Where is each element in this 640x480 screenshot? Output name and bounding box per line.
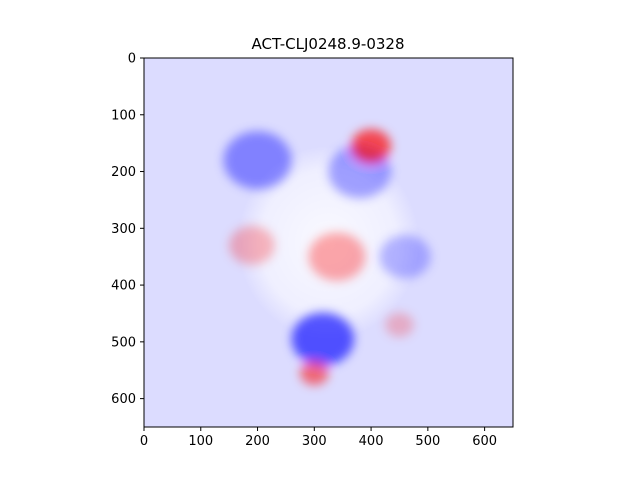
positive-blob xyxy=(385,312,414,337)
y-tick-label: 400 xyxy=(111,279,136,294)
negative-blob xyxy=(379,234,431,279)
positive-blob xyxy=(351,129,391,163)
positive-blob xyxy=(308,232,366,281)
y-tick-label: 300 xyxy=(111,222,136,237)
x-tick-label: 300 xyxy=(302,434,327,449)
heatmap-blobs xyxy=(223,129,431,386)
x-tick-label: 400 xyxy=(359,434,384,449)
y-tick-label: 500 xyxy=(111,335,136,350)
plot-frame xyxy=(143,57,514,428)
x-tick-label: 100 xyxy=(188,434,213,449)
chart-title: ACT-CLJ0248.9-0328 xyxy=(252,35,405,53)
x-tick-label: 200 xyxy=(245,434,270,449)
positive-blob xyxy=(229,226,275,265)
negative-blob xyxy=(223,131,292,190)
y-tick-label: 100 xyxy=(111,108,136,123)
y-tick-label: 0 xyxy=(128,52,136,67)
x-tick-label: 0 xyxy=(140,434,148,449)
plot-area xyxy=(144,58,513,427)
x-tick-label: 500 xyxy=(415,434,440,449)
y-tick-label: 200 xyxy=(111,165,136,180)
x-tick-label: 600 xyxy=(472,434,497,449)
y-tick-label: 600 xyxy=(111,392,136,407)
negative-blob xyxy=(291,312,355,366)
x-axis: 0 100 200 300 400 500 600 xyxy=(140,427,497,449)
y-axis: 0 100 200 300 400 500 600 xyxy=(111,52,144,407)
positive-blob xyxy=(300,361,329,386)
